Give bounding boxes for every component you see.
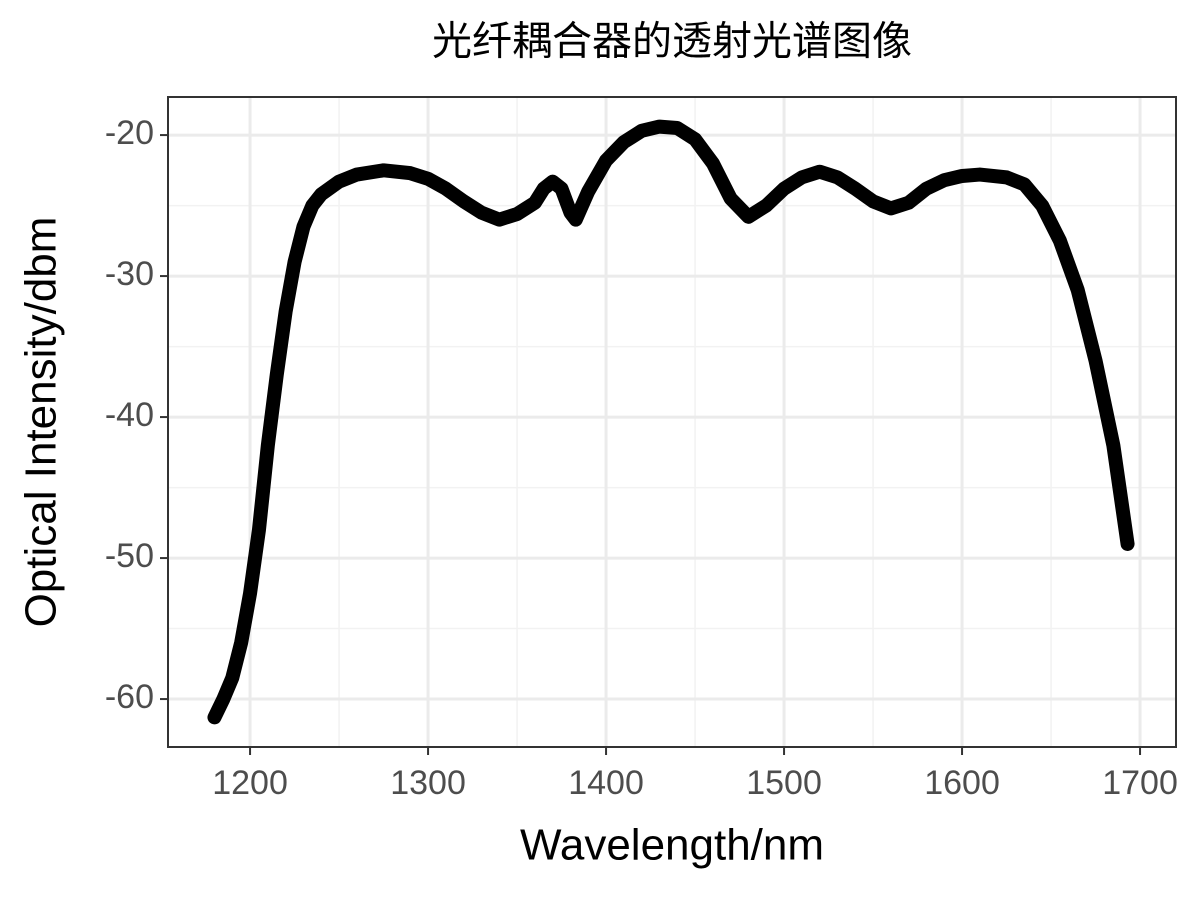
x-axis-label: Wavelength/nm [520, 821, 824, 870]
x-tick-label: 1700 [1102, 764, 1178, 802]
x-tick-label: 1600 [924, 764, 1000, 802]
x-tick-label: 1500 [746, 764, 822, 802]
y-tick-label: -50 [105, 537, 154, 575]
y-tick-label: -40 [105, 396, 154, 434]
y-axis-label: Optical Intensity/dbm [17, 217, 66, 628]
x-tick-label: 1300 [390, 764, 466, 802]
chart-title: 光纤耦合器的透射光谱图像 [432, 20, 912, 64]
y-tick-label: -30 [105, 255, 154, 293]
panel-border [167, 96, 1177, 748]
y-tick-label: -60 [105, 678, 154, 716]
x-tick-label: 1400 [568, 764, 644, 802]
line [207, 119, 1135, 725]
x-tick-label: 1200 [212, 764, 288, 802]
y-tick-label: -20 [105, 114, 154, 152]
